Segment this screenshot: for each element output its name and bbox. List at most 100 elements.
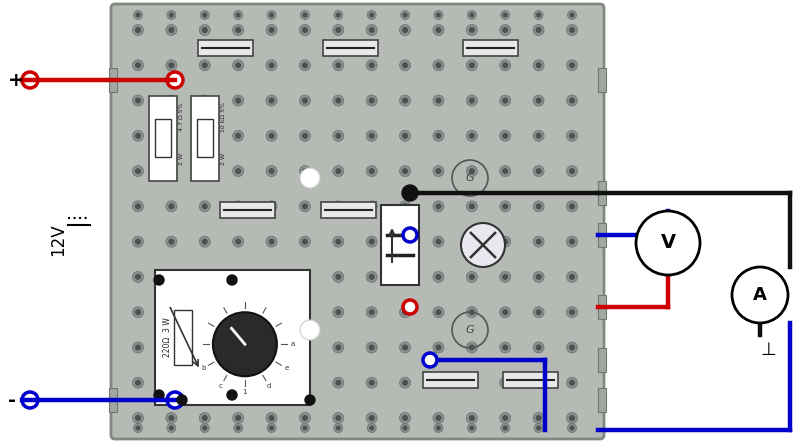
Circle shape bbox=[301, 11, 310, 19]
Circle shape bbox=[302, 168, 308, 174]
Circle shape bbox=[335, 27, 342, 33]
Circle shape bbox=[199, 24, 210, 35]
Circle shape bbox=[235, 27, 241, 33]
Circle shape bbox=[235, 203, 241, 210]
Circle shape bbox=[470, 12, 474, 18]
Circle shape bbox=[533, 60, 544, 71]
Circle shape bbox=[333, 377, 344, 388]
Circle shape bbox=[302, 274, 308, 280]
Circle shape bbox=[366, 307, 377, 318]
Text: c: c bbox=[219, 383, 223, 389]
Circle shape bbox=[302, 62, 308, 68]
Circle shape bbox=[133, 60, 143, 71]
Circle shape bbox=[200, 11, 210, 19]
Circle shape bbox=[233, 166, 244, 177]
Circle shape bbox=[369, 12, 374, 18]
Circle shape bbox=[366, 166, 377, 177]
Circle shape bbox=[202, 380, 208, 386]
Circle shape bbox=[567, 11, 577, 19]
Circle shape bbox=[399, 130, 410, 141]
Bar bbox=[321, 202, 375, 218]
Circle shape bbox=[133, 412, 143, 423]
Circle shape bbox=[533, 95, 544, 106]
Circle shape bbox=[500, 201, 510, 212]
Circle shape bbox=[466, 377, 478, 388]
Circle shape bbox=[334, 11, 343, 19]
Circle shape bbox=[369, 168, 374, 174]
Circle shape bbox=[167, 72, 183, 88]
Circle shape bbox=[135, 168, 141, 174]
Circle shape bbox=[502, 133, 508, 139]
Circle shape bbox=[500, 307, 510, 318]
Circle shape bbox=[335, 415, 342, 421]
Circle shape bbox=[168, 203, 174, 210]
Circle shape bbox=[466, 412, 478, 423]
Circle shape bbox=[402, 380, 408, 386]
Circle shape bbox=[435, 168, 442, 174]
Circle shape bbox=[433, 236, 444, 247]
Circle shape bbox=[423, 353, 437, 367]
Circle shape bbox=[469, 168, 475, 174]
Circle shape bbox=[166, 342, 177, 353]
Circle shape bbox=[168, 239, 174, 244]
Circle shape bbox=[168, 309, 174, 315]
Circle shape bbox=[199, 377, 210, 388]
Bar bbox=[198, 40, 253, 56]
Circle shape bbox=[213, 312, 277, 376]
Circle shape bbox=[202, 27, 208, 33]
Bar bbox=[598, 348, 606, 372]
Circle shape bbox=[536, 426, 541, 431]
Circle shape bbox=[466, 166, 478, 177]
Circle shape bbox=[567, 423, 577, 433]
Circle shape bbox=[402, 27, 408, 33]
Circle shape bbox=[566, 201, 578, 212]
Circle shape bbox=[435, 415, 442, 421]
Circle shape bbox=[135, 426, 141, 431]
Circle shape bbox=[435, 380, 442, 386]
Circle shape bbox=[536, 309, 542, 315]
Circle shape bbox=[366, 342, 377, 353]
Circle shape bbox=[168, 27, 174, 33]
Circle shape bbox=[433, 271, 444, 282]
Circle shape bbox=[533, 271, 544, 282]
Circle shape bbox=[166, 412, 177, 423]
Circle shape bbox=[299, 130, 310, 141]
Circle shape bbox=[168, 344, 174, 351]
Circle shape bbox=[569, 274, 575, 280]
Circle shape bbox=[302, 309, 308, 315]
Text: b: b bbox=[201, 365, 206, 371]
Circle shape bbox=[533, 201, 544, 212]
Circle shape bbox=[135, 344, 141, 351]
Circle shape bbox=[233, 412, 244, 423]
Circle shape bbox=[569, 309, 575, 315]
Circle shape bbox=[236, 12, 241, 18]
Bar bbox=[322, 40, 378, 56]
Bar bbox=[422, 372, 478, 388]
Circle shape bbox=[302, 239, 308, 244]
Circle shape bbox=[402, 203, 408, 210]
Circle shape bbox=[369, 344, 374, 351]
Circle shape bbox=[202, 133, 208, 139]
Circle shape bbox=[536, 239, 542, 244]
Circle shape bbox=[335, 62, 342, 68]
Circle shape bbox=[168, 133, 174, 139]
Circle shape bbox=[366, 377, 377, 388]
Circle shape bbox=[233, 377, 244, 388]
Circle shape bbox=[135, 203, 141, 210]
Circle shape bbox=[501, 11, 510, 19]
Circle shape bbox=[202, 203, 208, 210]
Circle shape bbox=[154, 275, 164, 285]
Circle shape bbox=[333, 60, 344, 71]
Circle shape bbox=[266, 95, 277, 106]
Bar bbox=[109, 68, 117, 92]
Circle shape bbox=[202, 168, 208, 174]
Circle shape bbox=[267, 11, 276, 19]
Circle shape bbox=[233, 130, 244, 141]
Text: a: a bbox=[290, 341, 295, 347]
Circle shape bbox=[199, 342, 210, 353]
Circle shape bbox=[500, 342, 510, 353]
Circle shape bbox=[133, 271, 143, 282]
Circle shape bbox=[399, 377, 410, 388]
Circle shape bbox=[202, 309, 208, 315]
Circle shape bbox=[369, 239, 374, 244]
